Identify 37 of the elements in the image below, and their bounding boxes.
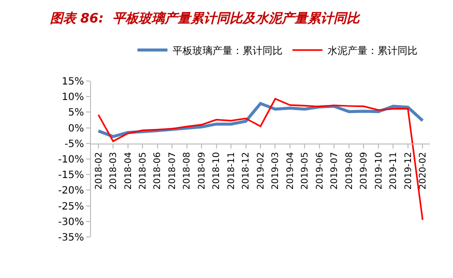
x-tick-label: 2018-03 bbox=[109, 152, 120, 190]
x-tick-label: 2019-03 bbox=[271, 152, 282, 190]
x-tick-label: 2019-04 bbox=[286, 152, 296, 190]
x-tick-label: 2018-11 bbox=[226, 152, 237, 190]
y-tick-label: -35% bbox=[58, 232, 84, 244]
x-tick-label: 2020-02 bbox=[418, 152, 429, 190]
x-tick-label: 2018-09 bbox=[197, 152, 208, 190]
x-tick-label: 2019-07 bbox=[330, 152, 340, 190]
y-tick-label: 5% bbox=[68, 108, 84, 119]
x-tick-label: 2019-10 bbox=[374, 152, 384, 190]
y-tick-label: -10% bbox=[58, 154, 84, 166]
x-tick-label: 2019-12 bbox=[404, 152, 414, 190]
legend-label: 平板玻璃产量：累计同比 bbox=[172, 44, 282, 57]
x-tick-label: 2018-04 bbox=[124, 152, 134, 190]
y-tick-label: 10% bbox=[62, 92, 84, 104]
x-tick-label: 2018-06 bbox=[153, 152, 164, 190]
x-tick-label: 2019-05 bbox=[300, 152, 311, 190]
y-tick-label: -30% bbox=[58, 216, 84, 228]
x-tick-label: 2018-02 bbox=[94, 152, 104, 190]
chart-title: 图表 86: 平板玻璃产量累计同比及水泥产量累计同比 bbox=[50, 10, 361, 27]
y-tick-label: -15% bbox=[58, 170, 84, 182]
x-tick-label: 2018-10 bbox=[212, 152, 222, 190]
x-tick-label: 2019-08 bbox=[344, 152, 355, 190]
x-tick-label: 2018-07 bbox=[168, 152, 178, 190]
y-tick-label: 0% bbox=[68, 123, 84, 134]
x-tick-label: 2019-06 bbox=[315, 152, 326, 190]
x-tick-label: 2019-02 bbox=[256, 152, 266, 190]
y-tick-label: -5% bbox=[64, 138, 84, 150]
y-tick-label: 15% bbox=[62, 76, 84, 88]
x-tick-label: 2019-11 bbox=[389, 152, 400, 190]
x-tick-label: 2018-12 bbox=[242, 152, 252, 190]
legend-label: 水泥产量：累计同比 bbox=[327, 44, 418, 57]
x-tick-label: 2018-05 bbox=[138, 152, 149, 190]
x-tick-label: 2019-09 bbox=[360, 152, 370, 190]
y-tick-label: -25% bbox=[58, 201, 84, 212]
y-tick-label: -20% bbox=[58, 186, 84, 197]
x-tick-label: 2018-08 bbox=[182, 152, 193, 190]
